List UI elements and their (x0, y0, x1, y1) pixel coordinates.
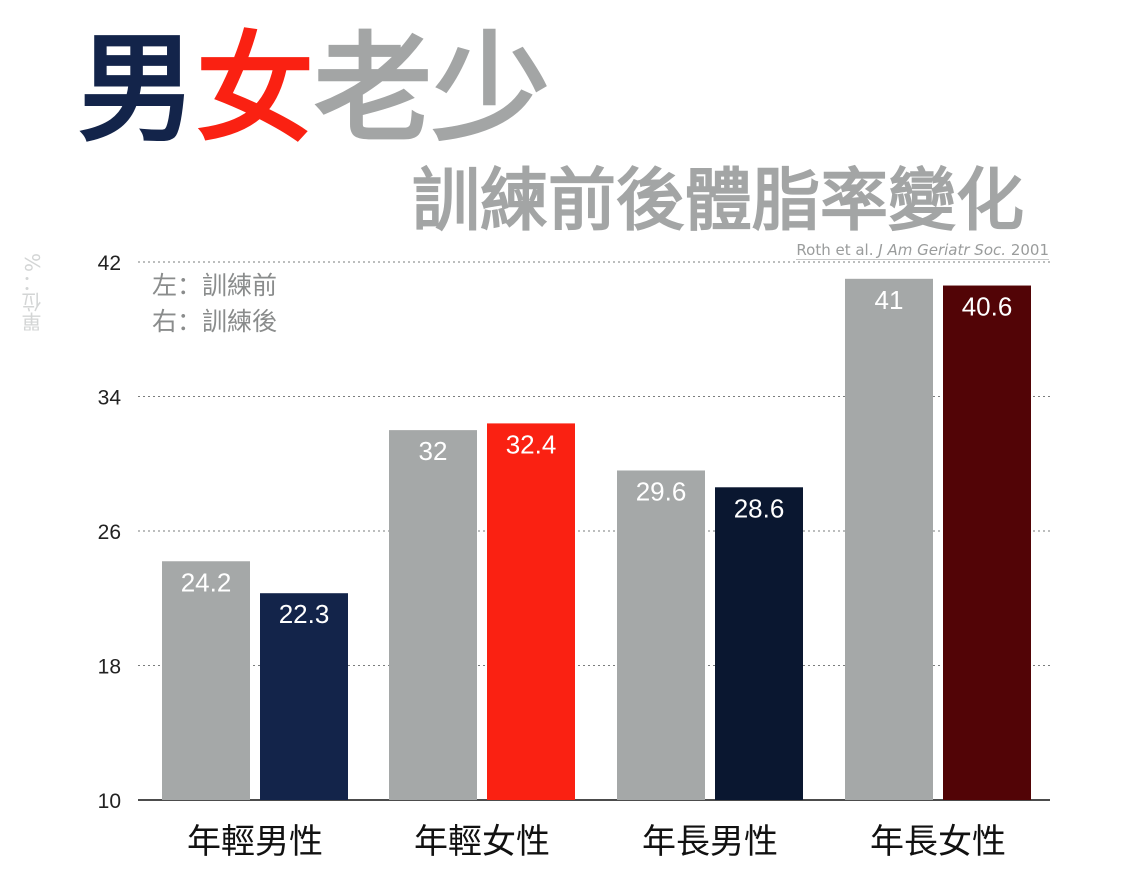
chart-title: 男女老少 (78, 30, 550, 148)
y-tick-label: 42 (98, 252, 121, 275)
bar-after (943, 285, 1031, 801)
y-tick-label: 10 (98, 790, 121, 813)
bar-after (260, 593, 348, 800)
citation-author: Roth et al. (796, 241, 874, 259)
data-label: 32.4 (506, 429, 557, 459)
legend-after: 右：訓練後 (152, 307, 278, 336)
data-label: 22.3 (279, 599, 330, 629)
y-tick-label: 26 (98, 521, 121, 544)
title-part-age: 老少 (314, 20, 551, 158)
bar-after (715, 487, 803, 800)
title-part-women: 女 (196, 20, 315, 158)
data-label: 24.2 (181, 567, 232, 597)
bar-before (845, 278, 933, 800)
data-label: 28.6 (734, 493, 785, 523)
chart-subtitle: 訓練前後體脂率變化 (412, 162, 1025, 241)
citation-year: 2001 (1010, 241, 1049, 259)
data-label: 32 (419, 436, 448, 466)
title-part-men: 男 (78, 20, 197, 158)
y-tick-label: 34 (98, 387, 122, 410)
y-tick-label: 18 (98, 656, 121, 679)
data-label: 41 (875, 285, 904, 315)
x-category-label: 年輕女性 (414, 822, 550, 862)
bar-before (617, 470, 705, 800)
legend: 左：訓練前 右：訓練後 (152, 268, 277, 340)
data-label: 29.6 (636, 476, 687, 506)
data-label: 40.6 (962, 292, 1013, 322)
citation-journal: J Am Geriatr Soc. (878, 241, 1007, 259)
citation: Roth et al. J Am Geriatr Soc. 2001 (796, 241, 1049, 260)
bar-before (162, 561, 250, 800)
bar-after (487, 423, 575, 800)
x-category-label: 年長男性 (642, 822, 778, 862)
x-category-label: 年輕男性 (187, 822, 323, 862)
x-category-label: 年長女性 (870, 822, 1006, 862)
bar-before (389, 430, 477, 800)
legend-before: 左：訓練前 (152, 271, 278, 300)
